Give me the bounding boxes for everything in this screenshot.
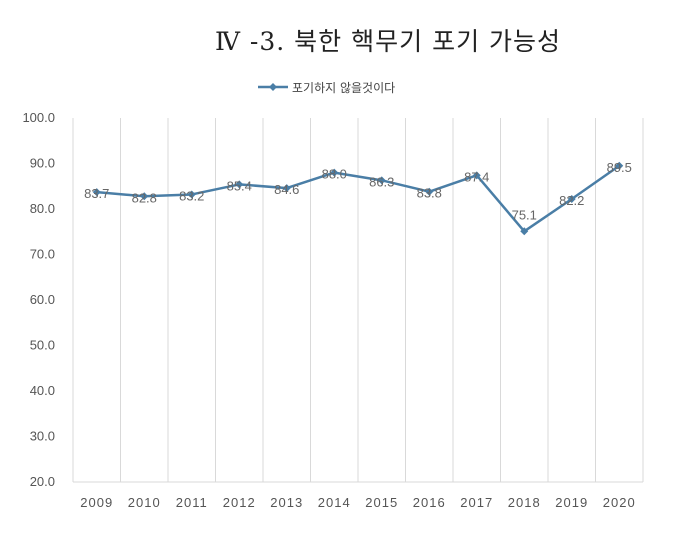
data-label: 82.8 (132, 190, 157, 205)
data-point-marker (92, 188, 101, 197)
y-tick-label: 50.0 (30, 338, 55, 353)
data-label: 89.5 (607, 160, 632, 175)
series-line (92, 161, 624, 236)
data-label: 83.2 (179, 188, 204, 203)
data-point-marker (615, 161, 624, 170)
x-tick-label: 2015 (365, 495, 398, 510)
data-labels: 83.7 82.8 83.2 85.4 84.6 88.0 86.3 83.8 87.4 75.1… (84, 160, 632, 223)
legend: 포기하지 않을것이다 (258, 77, 395, 97)
x-tick-label: 2011 (176, 495, 208, 510)
data-point-marker (567, 194, 576, 203)
data-label: 85.4 (227, 178, 252, 193)
data-label: 87.4 (464, 169, 489, 184)
data-point-marker (377, 176, 386, 185)
x-tick-label: 2016 (413, 495, 446, 510)
gridlines (72, 118, 644, 483)
data-point-marker (520, 227, 529, 236)
x-tick-label: 2013 (270, 495, 303, 510)
data-point-marker (472, 171, 481, 180)
series-line-path (96, 164, 620, 233)
data-point-marker (330, 168, 339, 177)
chart-title: Ⅳ -3. 북한 핵무기 포기 가능성 (215, 27, 562, 56)
y-tick-label: 70.0 (30, 247, 55, 262)
data-point-marker (425, 187, 434, 196)
x-tick-label: 2017 (460, 495, 493, 510)
data-point-marker (282, 184, 291, 193)
legend-label: 포기하지 않을것이다 (292, 80, 396, 95)
y-tick-label: 90.0 (30, 156, 55, 171)
y-tick-label: 20.0 (30, 474, 55, 489)
data-label: 82.2 (559, 193, 584, 208)
x-tick-label: 2012 (223, 495, 256, 510)
y-tick-label: 30.0 (30, 429, 55, 444)
legend-line-marker (258, 83, 288, 91)
y-tick-label: 80.0 (30, 201, 55, 216)
data-point-marker (235, 180, 244, 189)
data-point-marker (140, 192, 149, 201)
y-tick-label: 100.0 (22, 110, 55, 125)
data-label: 83.7 (84, 186, 109, 201)
y-axis: 20.0 30.0 40.0 50.0 60.0 70.0 80.0 90.0 100.0 (22, 110, 55, 489)
x-tick-label: 2018 (508, 495, 541, 510)
x-tick-label: 2009 (80, 495, 113, 510)
data-label: 75.1 (512, 207, 537, 222)
x-tick-label: 2020 (603, 495, 636, 510)
x-tick-label: 2010 (128, 495, 161, 510)
y-tick-label: 40.0 (30, 383, 55, 398)
data-label: 88.0 (322, 167, 347, 182)
x-tick-label: 2019 (555, 495, 588, 510)
data-label: 86.3 (369, 174, 394, 189)
data-label: 84.6 (274, 182, 299, 197)
x-axis: 2009 2010 2011 2012 2013 2014 2015 2016 2017 2018… (80, 495, 636, 510)
data-point-marker (187, 190, 196, 199)
y-tick-label: 60.0 (30, 292, 55, 307)
x-tick-label: 2014 (318, 495, 351, 510)
data-label: 83.8 (417, 186, 442, 201)
